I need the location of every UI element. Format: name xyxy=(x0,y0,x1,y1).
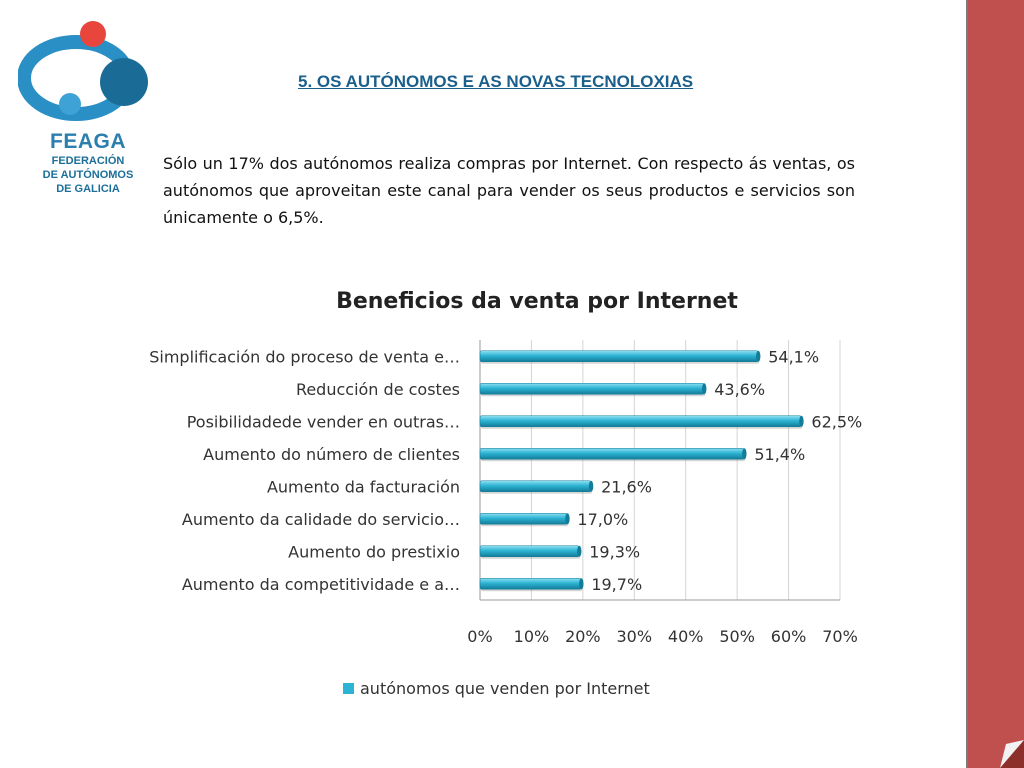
chart-legend: autónomos que venden por Internet xyxy=(343,679,650,698)
data-label: 17,0% xyxy=(577,510,628,529)
bar xyxy=(479,447,745,460)
category-label: Aumento da competitividade e a… xyxy=(182,575,460,594)
x-tick-label: 10% xyxy=(514,627,550,646)
feaga-logo: FEAGA FEDERACIÓN DE AUTÓNOMOS DE GALICIA xyxy=(17,18,158,208)
data-label: 62,5% xyxy=(811,412,862,431)
bar-cap xyxy=(799,415,804,427)
bar-cap xyxy=(702,383,707,395)
legend-swatch xyxy=(343,683,354,694)
logo-text-line-2: DE AUTÓNOMOS xyxy=(42,169,134,181)
page-title: 5. OS AUTÓNOMOS E AS NOVAS TECNOLOXIAS xyxy=(298,72,694,91)
x-tick-label: 40% xyxy=(668,627,704,646)
x-tick-label: 50% xyxy=(719,627,755,646)
logo-text-line-3: DE GALICIA xyxy=(56,183,120,195)
bar-cap xyxy=(579,578,584,590)
bar-cap xyxy=(588,480,594,492)
category-label: Simplificación do proceso de venta e… xyxy=(149,347,460,366)
category-label: Posibilidadede vender en outras… xyxy=(187,412,460,431)
chart-title: Beneficios da venta por Internet xyxy=(336,289,738,314)
x-tick-label: 0% xyxy=(467,627,492,646)
x-tick-label: 70% xyxy=(822,627,858,646)
category-label: Reducción de costes xyxy=(296,380,460,399)
x-axis-ticks: 0% 10% 20% 30% 40% 50% 60% 70% xyxy=(467,627,857,646)
logo-emblem-icon xyxy=(17,21,148,121)
category-label: Aumento da facturación xyxy=(267,477,460,496)
decorative-side-band xyxy=(966,0,1024,768)
category-label: Aumento da calidade do servicio… xyxy=(182,510,460,529)
bar-cap xyxy=(756,350,761,362)
data-label: 21,6% xyxy=(601,477,652,496)
bar xyxy=(479,577,582,590)
chart-bars: 54,1%43,6% 62,5% 51,4% 21,6% 17,0% 19,3% 19,7% xyxy=(479,347,862,594)
bar xyxy=(479,350,759,363)
data-label: 51,4% xyxy=(754,445,805,464)
x-tick-label: 30% xyxy=(617,627,653,646)
bar-cap xyxy=(742,448,747,460)
bar-cap xyxy=(577,545,582,557)
logo-text-line-1: FEDERACIÓN xyxy=(51,155,125,167)
bar xyxy=(479,480,592,493)
data-label: 43,6% xyxy=(714,380,765,399)
bar-cap xyxy=(565,513,570,525)
bar-chart: Beneficios da venta por Internet 54,1%43… xyxy=(149,289,862,698)
x-tick-label: 60% xyxy=(771,627,807,646)
category-label: Aumento do prestixio xyxy=(288,542,460,561)
legend-label: autónomos que venden por Internet xyxy=(360,679,650,698)
bar xyxy=(479,382,705,395)
logo-abbreviation: FEAGA xyxy=(50,130,126,153)
category-label: Aumento do número de clientes xyxy=(203,445,460,464)
category-labels: Simplificación do proceso de venta e… Red… xyxy=(149,347,460,594)
data-label: 54,1% xyxy=(768,347,819,366)
data-label: 19,7% xyxy=(591,575,642,594)
bar xyxy=(479,545,580,558)
bar xyxy=(479,512,568,525)
chart-gridlines xyxy=(479,340,841,601)
intro-paragraph: Sólo un 17% dos autónomos realiza compra… xyxy=(163,154,855,227)
bar xyxy=(479,415,802,428)
data-label: 19,3% xyxy=(589,542,640,561)
x-tick-label: 20% xyxy=(565,627,601,646)
